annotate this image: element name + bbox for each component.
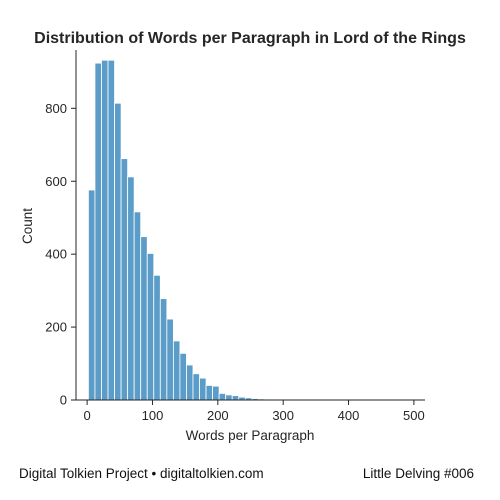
histogram-bar <box>127 176 135 401</box>
x-tick-label: 200 <box>207 408 229 423</box>
histogram-bar <box>133 211 142 401</box>
x-tick-label: 500 <box>403 408 425 423</box>
x-ticks-group: 0 100 200 300 400 500 <box>83 400 425 423</box>
histogram-bar <box>186 364 194 401</box>
histogram-bar <box>179 352 187 401</box>
footer-credit: Digital Tolkien Project • digitaltolkien… <box>19 466 264 481</box>
chart-title: Distribution of Words per Paragraph in L… <box>34 30 466 47</box>
y-tick-label: 400 <box>45 247 67 262</box>
y-tick-label: 0 <box>60 393 67 408</box>
histogram-bar <box>146 253 155 401</box>
histogram-bar <box>120 158 129 401</box>
footer-issue: Little Delving #006 <box>362 466 474 481</box>
x-tick-label: 0 <box>83 408 90 423</box>
x-tick-label: 100 <box>142 408 164 423</box>
histogram-bar <box>199 377 207 401</box>
histogram-bar <box>166 318 174 401</box>
y-tick-label: 600 <box>45 174 67 189</box>
x-tick-label: 400 <box>338 408 360 423</box>
histogram-bar <box>94 62 102 401</box>
histogram-bar <box>192 373 200 401</box>
histogram-bar <box>225 394 233 401</box>
histogram-bar <box>140 236 148 401</box>
histogram-bar <box>153 274 161 401</box>
histogram-bar <box>159 298 168 401</box>
y-tick-label: 800 <box>45 101 67 116</box>
histogram-bar <box>88 189 96 401</box>
histogram-bar <box>107 59 115 401</box>
histogram-bar <box>218 393 227 401</box>
histogram-bar <box>114 102 122 401</box>
histogram-bar <box>231 395 240 401</box>
y-axis-label: Count <box>20 208 35 244</box>
bars-group <box>88 59 416 401</box>
x-axis-label: Words per Paragraph <box>186 428 315 443</box>
histogram-bar <box>172 340 181 401</box>
x-tick-label: 300 <box>272 408 294 423</box>
y-tick-label: 200 <box>45 320 67 335</box>
y-ticks-group: 0 200 400 600 800 <box>45 101 76 408</box>
histogram-bar <box>205 385 213 401</box>
histogram-bar <box>101 59 109 401</box>
histogram-bar <box>212 385 220 401</box>
